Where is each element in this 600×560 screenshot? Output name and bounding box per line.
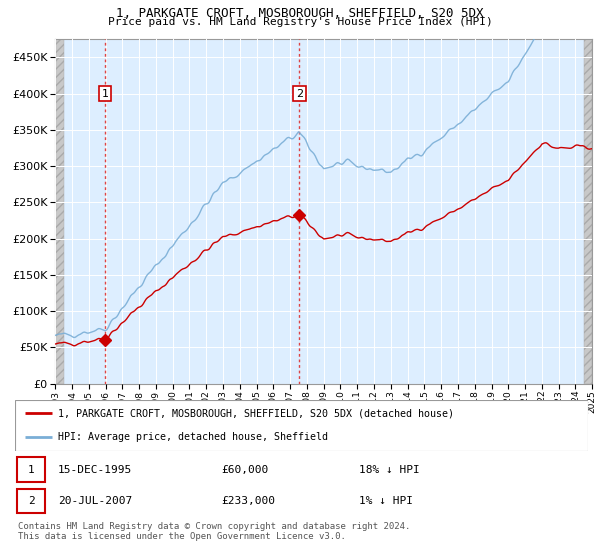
Text: £60,000: £60,000 — [221, 465, 269, 475]
Text: 2: 2 — [296, 88, 303, 99]
Text: Contains HM Land Registry data © Crown copyright and database right 2024.
This d: Contains HM Land Registry data © Crown c… — [18, 522, 410, 542]
FancyBboxPatch shape — [17, 458, 45, 482]
Text: 1: 1 — [101, 88, 109, 99]
Text: 1, PARKGATE CROFT, MOSBOROUGH, SHEFFIELD, S20 5DX: 1, PARKGATE CROFT, MOSBOROUGH, SHEFFIELD… — [116, 7, 484, 20]
Text: HPI: Average price, detached house, Sheffield: HPI: Average price, detached house, Shef… — [58, 432, 328, 442]
FancyBboxPatch shape — [17, 489, 45, 514]
Text: 20-JUL-2007: 20-JUL-2007 — [58, 496, 132, 506]
Text: 1% ↓ HPI: 1% ↓ HPI — [359, 496, 413, 506]
Text: 1: 1 — [28, 465, 34, 475]
Text: 2: 2 — [28, 496, 34, 506]
Text: 15-DEC-1995: 15-DEC-1995 — [58, 465, 132, 475]
Text: 1, PARKGATE CROFT, MOSBOROUGH, SHEFFIELD, S20 5DX (detached house): 1, PARKGATE CROFT, MOSBOROUGH, SHEFFIELD… — [58, 408, 454, 418]
Text: 18% ↓ HPI: 18% ↓ HPI — [359, 465, 419, 475]
Text: Price paid vs. HM Land Registry's House Price Index (HPI): Price paid vs. HM Land Registry's House … — [107, 17, 493, 27]
Text: £233,000: £233,000 — [221, 496, 275, 506]
